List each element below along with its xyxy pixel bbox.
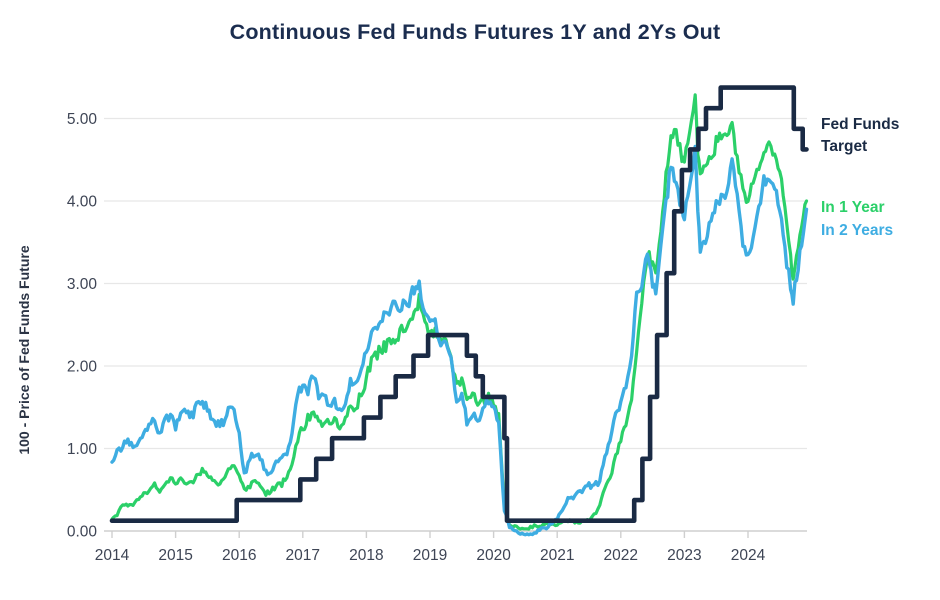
series-line-fed-funds-target bbox=[109, 85, 809, 523]
x-tick-label: 2016 bbox=[222, 547, 256, 564]
series-line-in-1-year bbox=[110, 93, 809, 531]
legend-fed-funds-target: Fed Funds Target bbox=[821, 116, 900, 155]
x-tick-label: 2014 bbox=[95, 547, 130, 564]
x-tick-label: 2023 bbox=[667, 547, 701, 564]
series-line-in-2-years bbox=[110, 144, 809, 537]
y-tick-label: 1.00 bbox=[67, 441, 98, 458]
x-tick-label: 2020 bbox=[476, 547, 511, 564]
y-tick-label: 4.00 bbox=[67, 194, 98, 211]
x-tick-label: 2017 bbox=[286, 547, 320, 564]
x-tick-label: 2024 bbox=[731, 547, 766, 564]
x-tick-label: 2018 bbox=[349, 547, 383, 564]
x-tick-label: 2019 bbox=[413, 547, 447, 564]
y-tick-label: 3.00 bbox=[67, 276, 98, 293]
x-tick-label: 2022 bbox=[604, 547, 638, 564]
y-tick-label: 5.00 bbox=[67, 111, 98, 128]
y-tick-label: 0.00 bbox=[67, 524, 98, 541]
legend-in-1-year: In 1 Year bbox=[821, 199, 885, 216]
x-tick-label: 2015 bbox=[158, 547, 192, 564]
y-tick-label: 2.00 bbox=[67, 359, 98, 376]
legend-in-2-years: In 2 Years bbox=[821, 222, 894, 239]
x-tick-label: 2021 bbox=[540, 547, 574, 564]
chart-title: Continuous Fed Funds Futures 1Y and 2Ys … bbox=[229, 20, 721, 44]
